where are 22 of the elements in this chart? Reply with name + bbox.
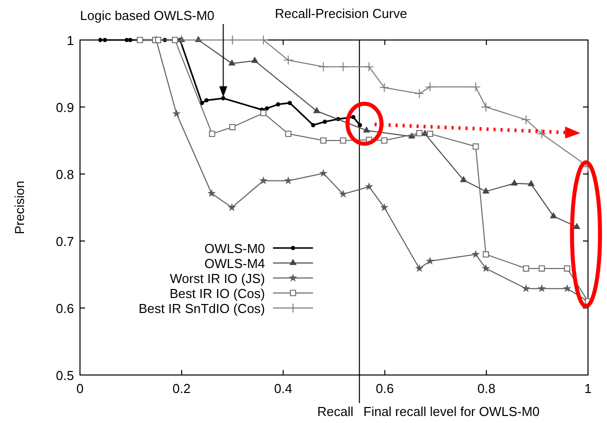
legend-label: Worst IR IO (JS) bbox=[170, 271, 265, 286]
x-tick-label: 1 bbox=[584, 381, 592, 396]
ref-line-label: Final recall level for OWLS-M0 bbox=[363, 404, 540, 419]
chart-title: Recall-Precision Curve bbox=[274, 6, 408, 21]
legend-label: OWLS-M4 bbox=[204, 256, 265, 271]
x-tick-label: 0.6 bbox=[376, 381, 394, 396]
y-tick-label: 0.6 bbox=[56, 301, 74, 316]
y-tick-label: 0.7 bbox=[56, 234, 74, 249]
y-tick-label: 0.9 bbox=[56, 100, 74, 115]
x-tick-label: 0.8 bbox=[477, 381, 496, 396]
y-tick-label: 1 bbox=[66, 33, 74, 48]
y-tick-label: 0.8 bbox=[56, 167, 74, 182]
legend-label: Best IR SnTdIO (Cos) bbox=[138, 301, 265, 316]
x-axis-title: Recall bbox=[317, 404, 354, 419]
x-tick-label: 0 bbox=[76, 381, 84, 396]
annotation: Logic based OWLS-M0 bbox=[80, 8, 214, 23]
legend-label: Best IR IO (Cos) bbox=[170, 286, 265, 301]
x-tick-label: 0.2 bbox=[172, 381, 191, 396]
y-axis-title: Precision bbox=[12, 180, 27, 234]
y-tick-label: 0.5 bbox=[56, 368, 74, 383]
x-tick-label: 0.4 bbox=[274, 381, 292, 396]
legend-label: OWLS-M0 bbox=[204, 241, 265, 256]
